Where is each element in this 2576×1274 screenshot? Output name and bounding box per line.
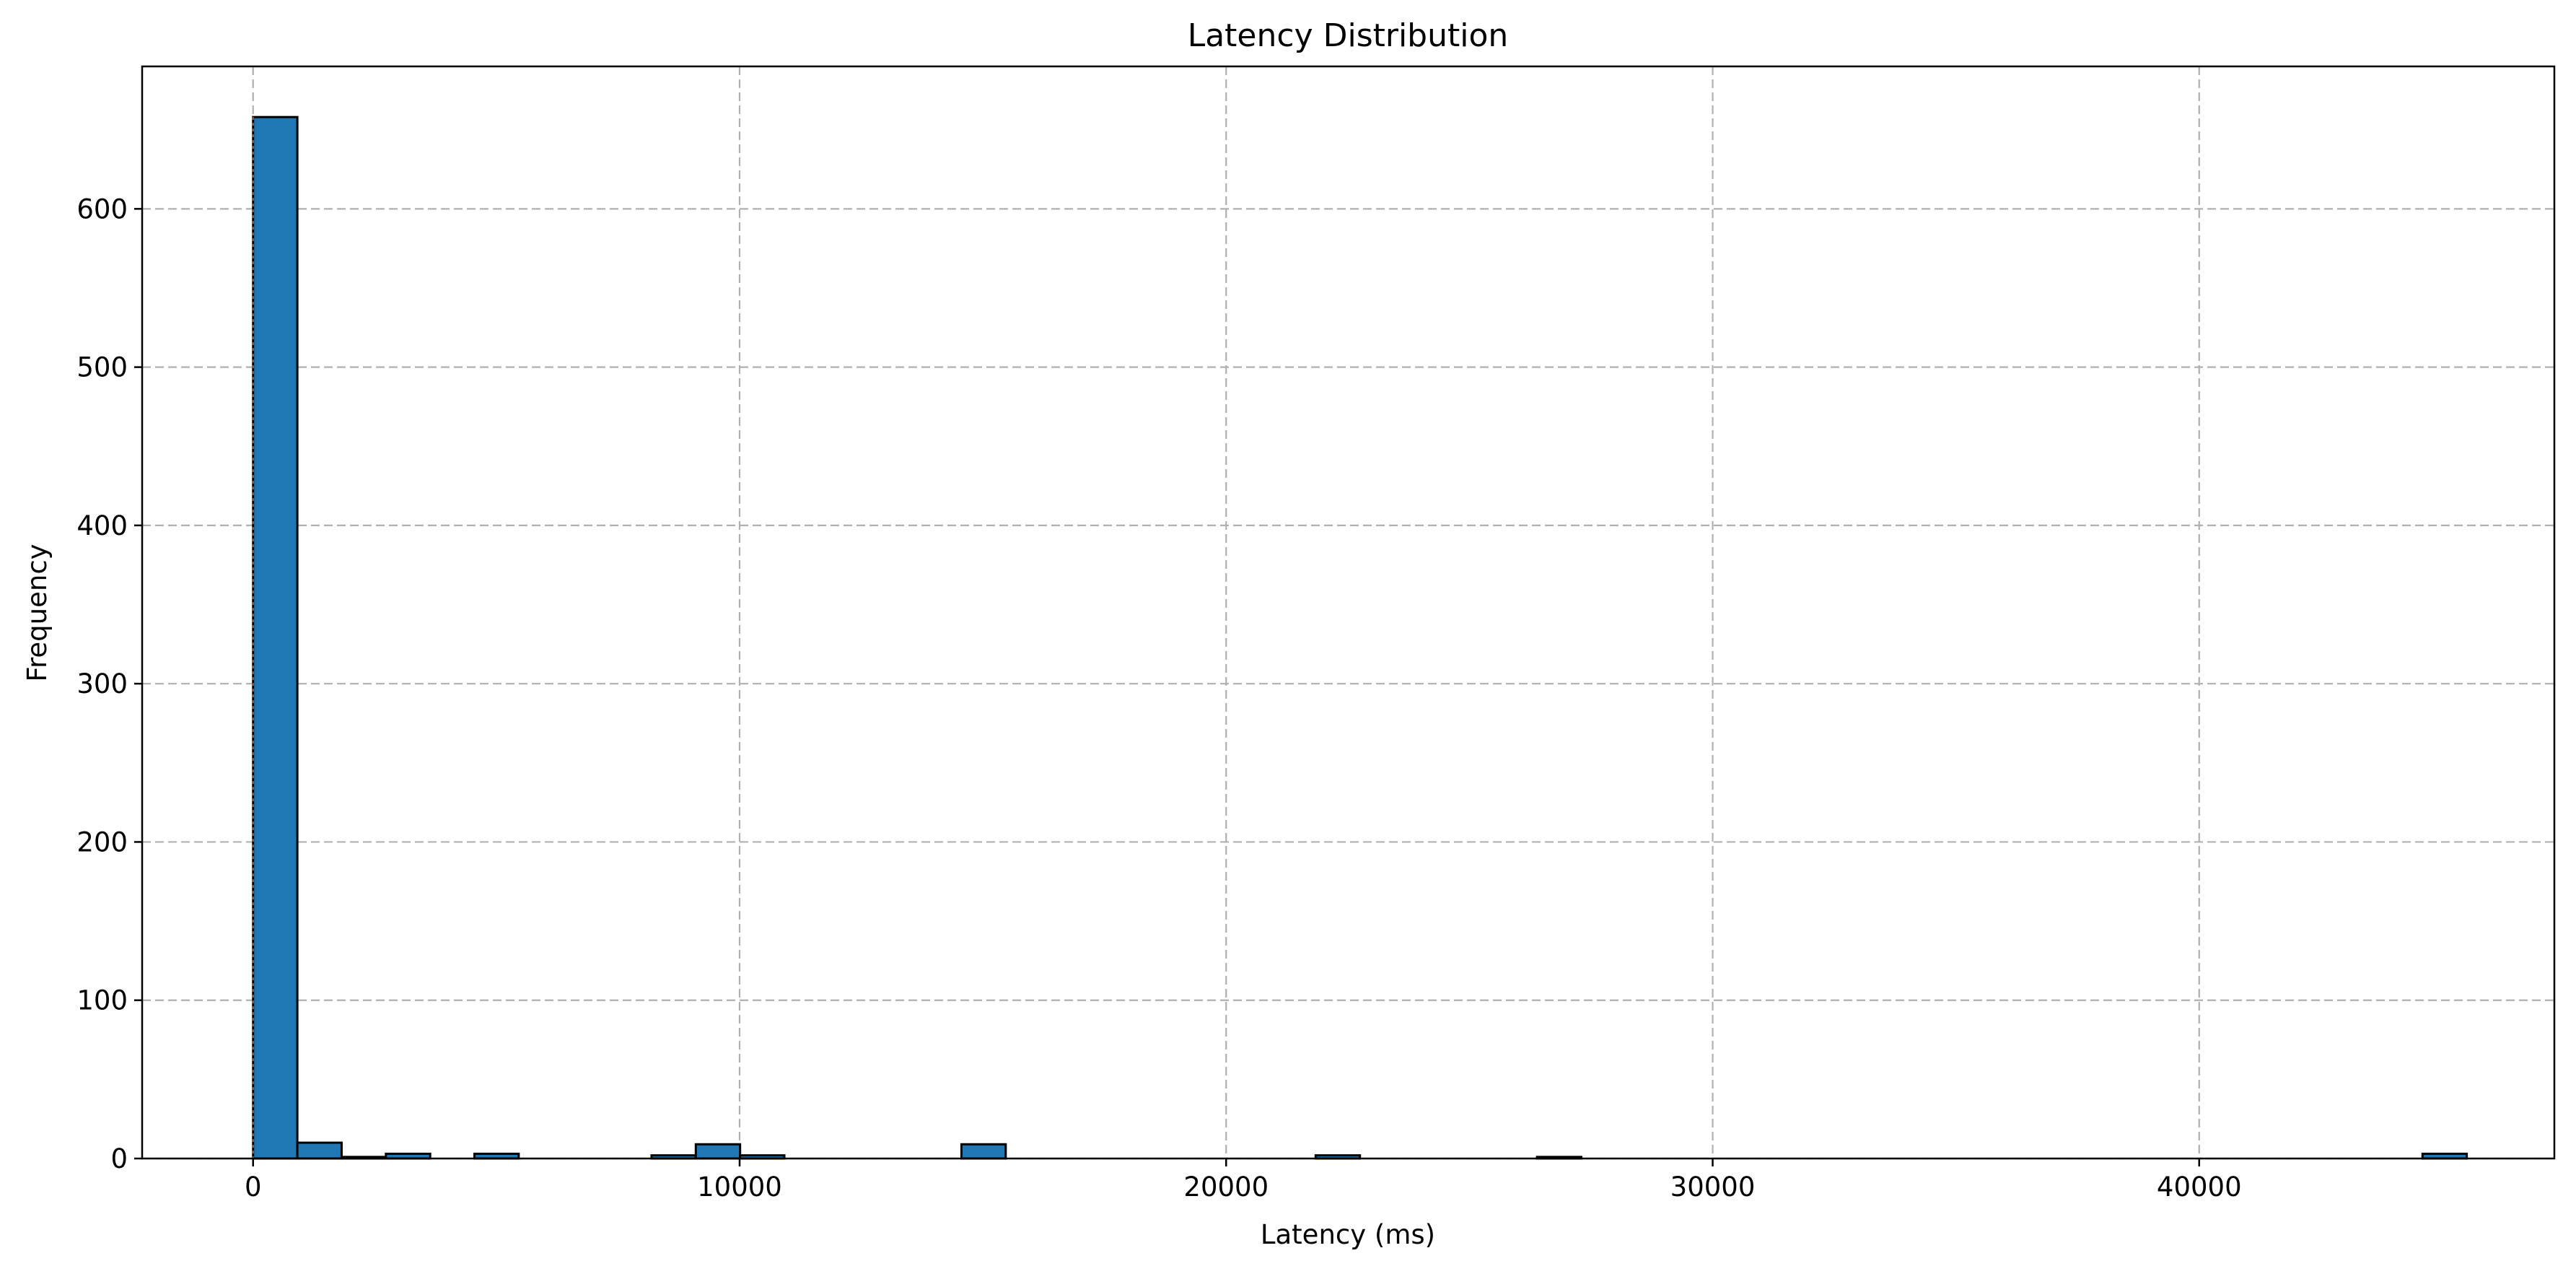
grid-lines [142, 66, 2554, 1160]
axis-ticks: 0 10000 20000 30000 40000 0 100 200 300 400 500 600 [76, 193, 2241, 1203]
y-tick-label-0: 0 [110, 1143, 128, 1174]
y-tick-label-6: 600 [76, 193, 128, 224]
histogram-bar-8 [960, 1143, 1007, 1160]
plot-frame [141, 65, 2556, 1160]
x-axis-label: Latency (ms) [1261, 1219, 1435, 1250]
histogram-bars [252, 115, 2468, 1160]
x-tick-label-3: 30000 [1670, 1172, 1756, 1203]
y-tick-label-5: 500 [76, 352, 128, 383]
y-tick-label-4: 400 [76, 510, 128, 541]
x-tick-label-2: 20000 [1183, 1172, 1269, 1203]
chart-title: Latency Distribution [1188, 17, 1509, 54]
y-tick-label-3: 300 [76, 668, 128, 699]
x-tick-label-0: 0 [245, 1172, 262, 1203]
y-axis-label: Frequency [22, 544, 53, 681]
y-tick-label-2: 200 [76, 826, 128, 858]
x-tick-label-1: 10000 [697, 1172, 782, 1203]
histogram-bar-0 [252, 115, 299, 1160]
histogram-bar-6 [694, 1143, 742, 1160]
y-tick-label-1: 100 [76, 985, 128, 1016]
x-tick-label-4: 40000 [2157, 1172, 2242, 1203]
histogram-bar-1 [296, 1141, 343, 1160]
